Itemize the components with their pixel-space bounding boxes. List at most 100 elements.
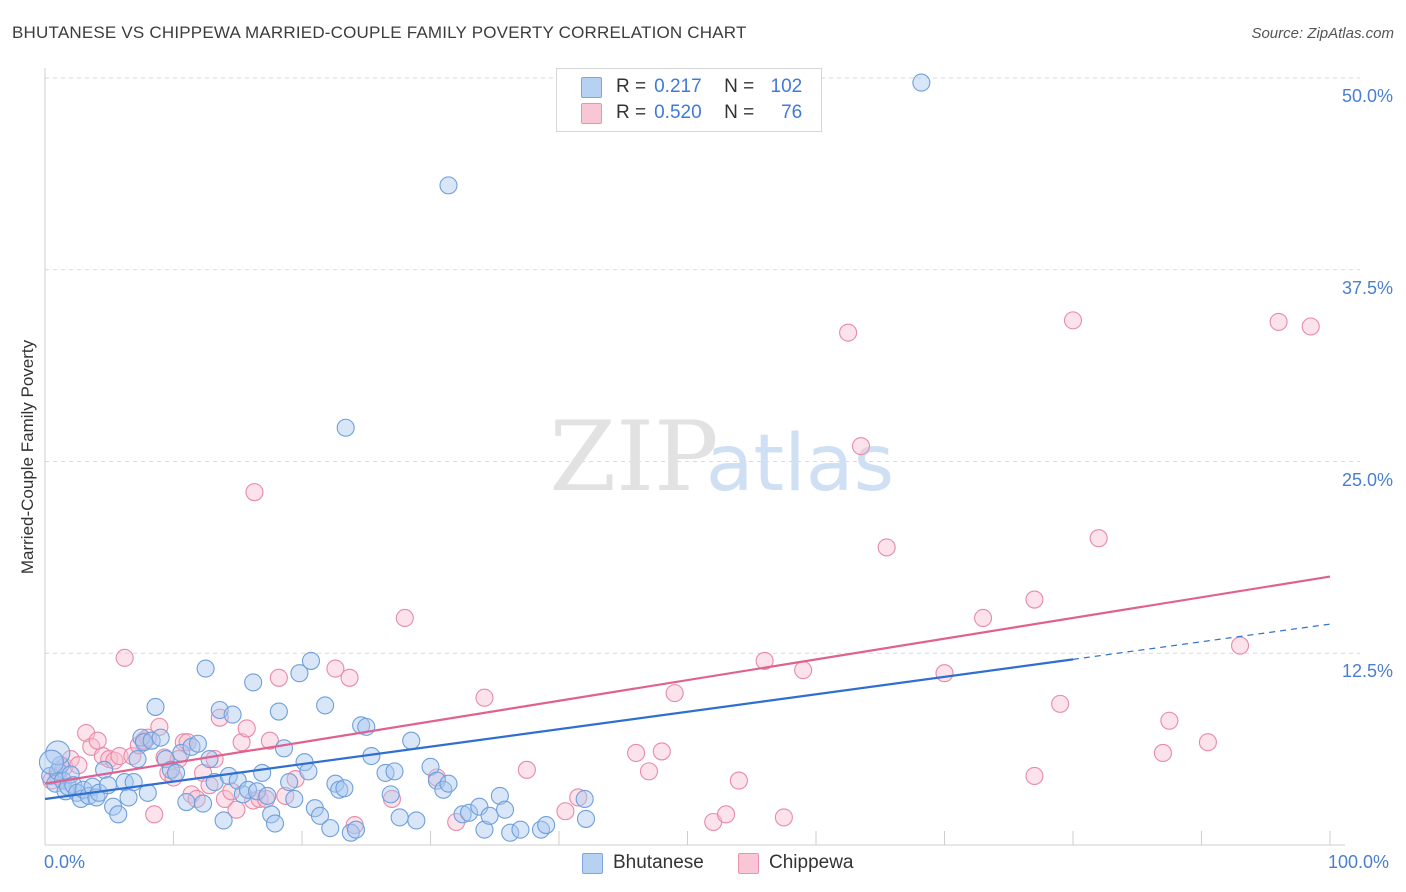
bhutanese-trend-extension	[1072, 623, 1331, 660]
bhutanese-point	[167, 763, 186, 782]
watermark: ZIP atlas	[549, 401, 894, 513]
bhutanese-swatch	[582, 852, 603, 874]
bhutanese-point	[177, 792, 196, 812]
chippewa-point	[755, 651, 774, 670]
bhutanese-point	[194, 794, 213, 813]
bhutanese-point	[253, 763, 272, 782]
bhutanese-point	[38, 749, 64, 775]
bhutanese-point	[301, 651, 321, 670]
bhutanese-point	[214, 811, 233, 830]
r-value: 0.217	[654, 76, 702, 97]
chippewa-point	[569, 788, 588, 807]
bhutanese-point	[269, 702, 288, 721]
chippewa-point	[665, 684, 684, 703]
chippewa-point	[1198, 733, 1217, 752]
chippewa-point	[1089, 529, 1108, 548]
bhutanese-point	[134, 733, 153, 752]
bhutanese-point	[285, 789, 304, 809]
r-label: R =	[616, 102, 647, 123]
chippewa-point	[877, 538, 896, 557]
legend-row-chippewa: R = 0.520 N = 76	[581, 101, 802, 125]
chippewa-point	[187, 789, 206, 809]
chippewa-point	[260, 731, 279, 750]
bhutanese-point	[146, 697, 165, 716]
bhutanese-point	[390, 808, 409, 827]
bhutanese-point	[402, 731, 421, 750]
chippewa-point	[729, 771, 748, 790]
chippewa-point	[517, 760, 536, 779]
chippewa-point	[145, 805, 164, 824]
bhutanese-trend-line	[44, 658, 1074, 801]
chippewa-point	[1153, 743, 1172, 763]
chippewa-point	[269, 668, 288, 687]
chippewa-point	[340, 668, 359, 687]
x-tick-min: 0.0%	[44, 852, 86, 872]
chippewa-point	[237, 719, 256, 738]
bhutanese-point	[439, 176, 458, 195]
legend-item-chippewa: Chippewa	[738, 852, 854, 874]
chippewa-point	[232, 733, 251, 752]
chart-title: BHUTANESE VS CHIPPEWA MARRIED-COUPLE FAM…	[12, 23, 747, 42]
bhutanese-point	[45, 740, 71, 766]
chippewa-point	[123, 746, 142, 766]
bhutanese-point	[310, 806, 330, 825]
bhutanese-point	[480, 806, 499, 825]
bhutanese-point	[575, 789, 594, 809]
bhutanese-point	[274, 739, 294, 758]
chippewa-points	[42, 311, 1320, 835]
bhutanese-point	[244, 673, 263, 692]
bhutanese-point	[188, 734, 207, 753]
chippewa-point	[716, 805, 736, 824]
bhutanese-point	[321, 819, 340, 838]
chippewa-point	[69, 756, 88, 775]
bhutanese-point	[265, 814, 285, 833]
legend-label-bhutanese: Bhutanese	[613, 852, 704, 873]
bhutanese-point	[346, 820, 366, 839]
legend-label-chippewa: Chippewa	[769, 852, 854, 873]
y-tick-label: 50.0%	[1341, 86, 1393, 106]
watermark-zip: ZIP	[549, 401, 718, 513]
legend-item-bhutanese: Bhutanese	[582, 852, 704, 874]
bhutanese-point	[576, 809, 596, 828]
bhutanese-point	[381, 785, 400, 804]
bhutanese-point	[459, 803, 479, 822]
chippewa-point	[88, 731, 107, 750]
bhutanese-point	[196, 659, 215, 678]
bhutanese-point	[511, 820, 530, 839]
bhutanese-swatch	[581, 76, 602, 98]
chippewa-point	[851, 437, 871, 456]
chippewa-point	[110, 746, 129, 766]
bhutanese-point	[290, 664, 309, 683]
chippewa-point	[447, 812, 466, 832]
source-label: Source: ZipAtlas.com	[1251, 25, 1394, 42]
chippewa-point	[326, 659, 345, 678]
bhutanese-point	[335, 779, 354, 798]
r-label: R =	[616, 76, 647, 97]
chippewa-point	[395, 608, 414, 628]
r-value: 0.520	[654, 102, 702, 123]
chippewa-point	[794, 661, 813, 680]
n-label: N =	[724, 76, 755, 97]
bhutanese-point	[407, 811, 426, 830]
chippewa-point	[215, 789, 234, 809]
bhutanese-point	[119, 788, 138, 807]
bhutanese-point	[280, 773, 299, 792]
chippewa-point	[227, 800, 246, 819]
axes	[44, 68, 1345, 846]
bhutanese-point	[299, 762, 318, 781]
y-tick-label: 25.0%	[1341, 469, 1393, 490]
n-value: 76	[781, 102, 803, 123]
bhutanese-point	[475, 820, 494, 839]
chippewa-point	[627, 743, 646, 763]
n-label: N =	[724, 102, 755, 123]
chippewa-point	[1063, 311, 1083, 330]
bhutanese-point	[161, 760, 180, 779]
chippewa-point	[652, 742, 671, 761]
bhutanese-point	[316, 696, 335, 715]
y-tick-label: 37.5%	[1341, 277, 1393, 298]
bhutanese-point	[376, 763, 395, 782]
chippewa-point	[115, 648, 134, 667]
bhutanese-point	[537, 816, 556, 835]
bhutanese-point	[238, 780, 258, 799]
